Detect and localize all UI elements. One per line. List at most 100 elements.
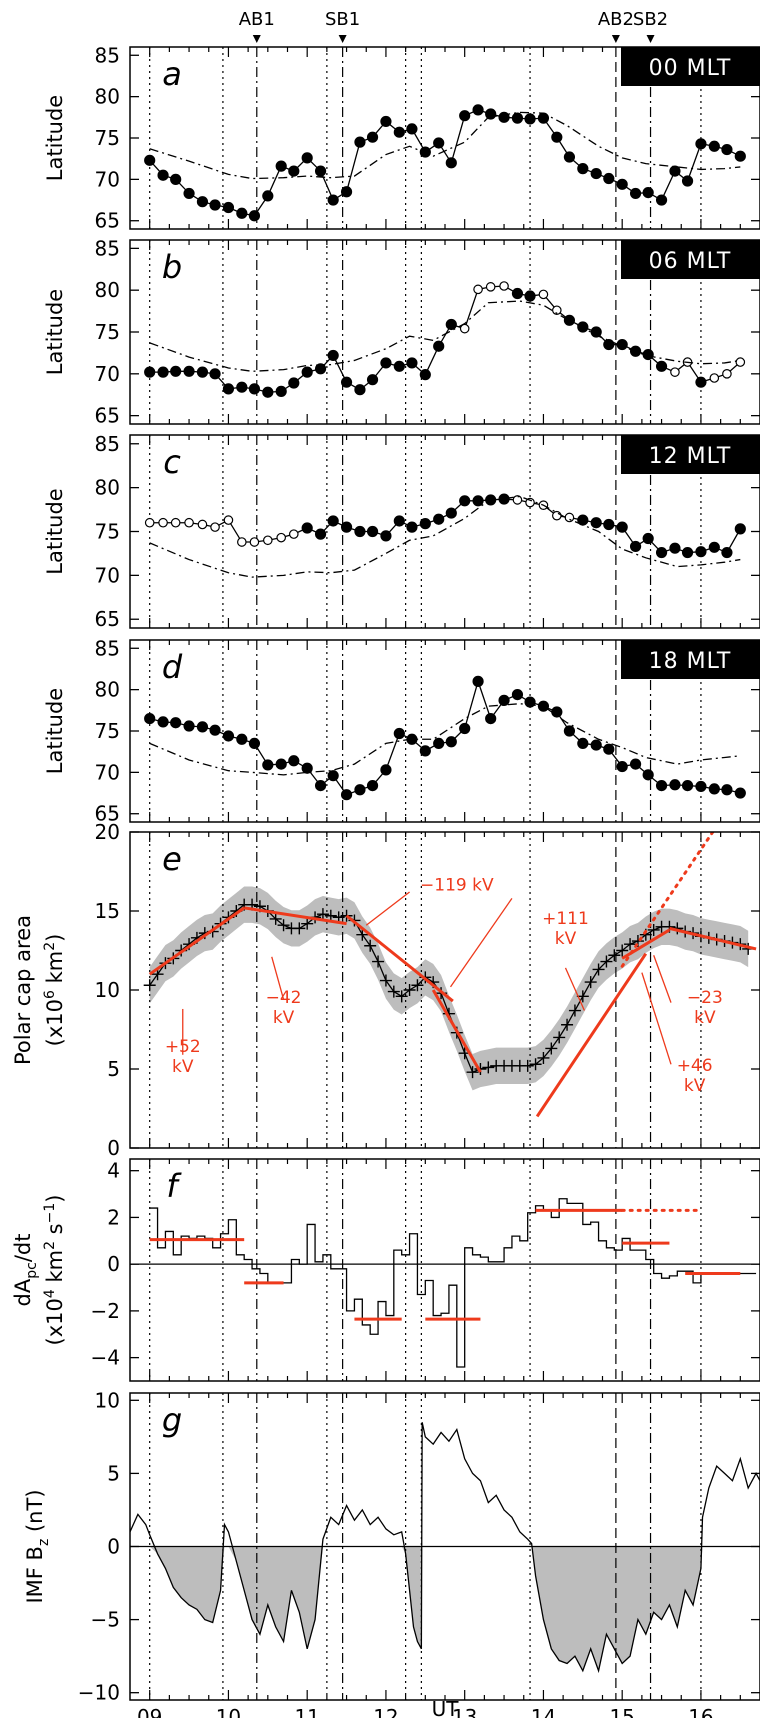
data-point xyxy=(445,318,457,331)
y-tick-label: 5 xyxy=(107,1461,120,1485)
panel-plot-area xyxy=(130,1393,760,1700)
area-sample-marker xyxy=(277,919,290,932)
y-tick-label: 65 xyxy=(95,209,120,233)
data-point xyxy=(419,518,431,530)
fit-segment xyxy=(431,989,482,1073)
panel-plot-area xyxy=(144,47,746,229)
data-point xyxy=(721,784,733,796)
data-point xyxy=(248,383,261,395)
panel-plot-area xyxy=(144,240,746,424)
data-point xyxy=(433,737,445,750)
data-point xyxy=(577,163,589,175)
data-point xyxy=(629,187,642,200)
data-point xyxy=(459,110,471,122)
event-marker-arrow xyxy=(338,35,347,43)
data-point xyxy=(183,365,195,377)
data-point-open xyxy=(276,532,286,543)
data-point xyxy=(616,178,628,190)
data-point xyxy=(144,154,156,166)
uncertainty-band xyxy=(149,886,749,1091)
data-point xyxy=(170,717,182,729)
y-tick-label: 80 xyxy=(95,476,120,500)
panel-d: d 18 MLT 65 70 75 80 85 Latitude xyxy=(43,636,760,826)
event-marker-arrow xyxy=(611,35,620,43)
data-point-open xyxy=(552,510,562,521)
data-point xyxy=(288,755,300,767)
data-point-open xyxy=(735,357,746,367)
area-sample-marker xyxy=(387,985,400,998)
data-point xyxy=(498,694,510,706)
data-point xyxy=(511,112,524,124)
boundary-series-line xyxy=(149,498,741,554)
data-point xyxy=(314,363,327,375)
data-point xyxy=(577,321,589,333)
y-axis-label: Polar cap area xyxy=(11,915,35,1065)
data-point xyxy=(366,131,379,143)
area-sample-marker xyxy=(316,908,329,921)
panel-frame xyxy=(129,1158,760,1382)
slope-annotation: −119 kV xyxy=(420,875,494,895)
data-point xyxy=(642,769,654,781)
data-point-open xyxy=(170,517,181,528)
data-point xyxy=(603,338,615,351)
data-point xyxy=(642,532,654,545)
y-tick-label: 0 xyxy=(107,1136,120,1160)
data-point xyxy=(695,780,707,793)
area-sample-marker xyxy=(647,923,660,936)
area-sample-marker xyxy=(568,1004,581,1017)
data-point xyxy=(655,360,668,372)
data-point xyxy=(262,190,274,202)
data-point xyxy=(563,314,576,326)
data-point xyxy=(157,716,169,728)
y-tick-label: 85 xyxy=(95,43,120,67)
y-axis-label: Latitude xyxy=(43,289,67,375)
data-point xyxy=(340,186,353,198)
data-point xyxy=(327,515,339,527)
area-sample-marker xyxy=(608,949,621,962)
data-point xyxy=(511,287,524,300)
fit-segment xyxy=(669,926,757,951)
data-point xyxy=(248,737,261,750)
data-point xyxy=(222,383,235,395)
y-tick-label: 75 xyxy=(95,126,120,150)
data-point xyxy=(366,779,379,792)
data-point xyxy=(642,187,654,199)
data-point xyxy=(734,523,746,535)
area-sample-marker xyxy=(529,1058,542,1071)
panel-c: c 12 MLT 65 70 75 80 85 Latitude xyxy=(43,432,760,631)
event-marker-label-sb1: SB1 xyxy=(325,9,360,30)
fit-segment xyxy=(535,952,648,1118)
data-point-open xyxy=(473,284,483,295)
annotation-leader xyxy=(653,955,672,1003)
mlt-badge xyxy=(621,240,760,279)
slope-annotation: −42 kV xyxy=(266,988,302,1028)
area-sample-marker xyxy=(624,938,637,951)
data-point xyxy=(681,779,694,792)
southward-bz-shading xyxy=(130,1546,760,1671)
data-point xyxy=(590,739,602,751)
data-point xyxy=(170,173,182,185)
area-sample-marker xyxy=(301,917,314,930)
y-tick-label: 80 xyxy=(95,678,120,702)
y-axis-label: Latitude xyxy=(43,488,67,574)
data-point xyxy=(655,194,668,206)
data-point xyxy=(340,521,353,533)
area-sample-marker xyxy=(553,1031,566,1044)
panel-plot-area xyxy=(144,640,746,822)
data-point xyxy=(209,368,221,380)
y-tick-label: 85 xyxy=(95,432,120,456)
annotation-leader xyxy=(365,891,410,926)
data-point xyxy=(393,360,405,372)
data-point xyxy=(459,495,471,507)
data-point xyxy=(340,789,353,801)
data-point xyxy=(590,167,602,180)
x-tick-label: 10 xyxy=(216,1705,241,1718)
data-point xyxy=(327,194,339,206)
area-sample-marker xyxy=(482,1061,495,1074)
data-point xyxy=(655,779,668,792)
panel-f: f −4 −2 0 2 4 dApc/dt(x104 km2 s−1) xyxy=(11,1158,760,1382)
panel-letter: e xyxy=(162,840,182,878)
data-point xyxy=(196,196,209,208)
data-point xyxy=(157,366,169,378)
y-tick-label: 4 xyxy=(107,1159,120,1183)
